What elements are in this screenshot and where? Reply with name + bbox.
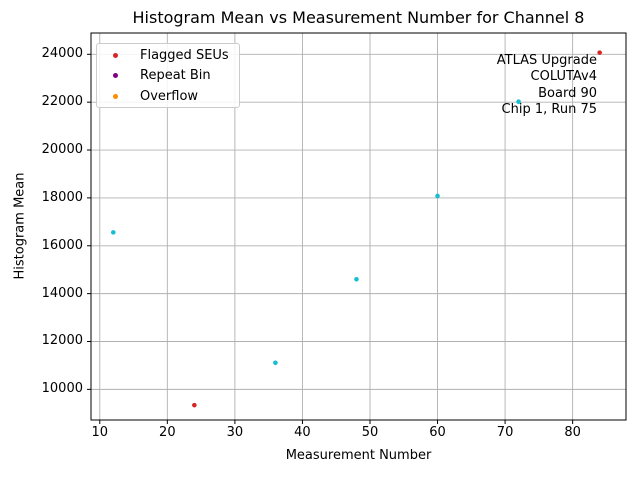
y-tick-label: 10000 — [41, 381, 83, 397]
axes-spines — [90, 32, 627, 421]
y-axis-label: Histogram Mean — [12, 172, 28, 280]
data-point-flagged-seus — [597, 50, 602, 55]
x-tick-label: 40 — [294, 425, 311, 440]
legend-label: Overflow — [140, 88, 199, 104]
x-tick-label: 80 — [564, 425, 581, 440]
legend-item-flagged-seus: Flagged SEUs — [97, 45, 239, 66]
annotation-block: ATLAS Upgrade COLUTAv4 Board 90 Chip 1, … — [497, 53, 597, 118]
legend-marker-overflow-icon — [113, 93, 118, 99]
y-tick-label: 20000 — [41, 142, 83, 158]
legend: Flagged SEUs Repeat Bin Overflow — [96, 43, 240, 108]
legend-marker-flagged-seus-icon — [113, 52, 118, 58]
y-tick-label: 24000 — [41, 46, 83, 62]
legend-label: Flagged SEUs — [140, 47, 229, 63]
chart-title: Histogram Mean vs Measurement Number for… — [132, 8, 585, 27]
data-point-measurements — [516, 99, 521, 104]
legend-marker-repeat-bin-icon — [113, 73, 118, 79]
data-point-measurements — [354, 276, 359, 282]
data-point-flagged-seus — [192, 402, 197, 408]
y-tick-label: 22000 — [41, 94, 83, 110]
y-tick-label: 16000 — [41, 237, 83, 253]
legend-item-repeat-bin: Repeat Bin — [97, 66, 239, 87]
data-point-measurements — [110, 230, 116, 235]
annotation-line: ATLAS Upgrade — [496, 53, 597, 68]
x-tick-label: 20 — [159, 425, 176, 440]
y-tick-label: 18000 — [41, 189, 83, 205]
x-axis-label: Measurement Number — [285, 448, 432, 463]
y-tick-label: 12000 — [41, 333, 83, 349]
annotation-line: COLUTAv4 — [530, 69, 597, 85]
legend-label: Repeat Bin — [140, 68, 211, 84]
x-tick-label: 60 — [429, 425, 446, 440]
x-tick-label: 50 — [361, 425, 379, 440]
legend-item-overflow: Overflow — [97, 86, 239, 107]
x-tick-label: 70 — [496, 425, 514, 440]
data-point-measurements — [273, 360, 278, 366]
y-tick-label: 14000 — [41, 285, 83, 301]
annotation-line: Board 90 — [538, 85, 597, 101]
data-point-measurements — [435, 193, 440, 199]
x-tick-label: 10 — [91, 425, 109, 440]
x-tick-label: 30 — [226, 425, 244, 440]
annotation-line: Chip 1, Run 75 — [501, 101, 597, 117]
